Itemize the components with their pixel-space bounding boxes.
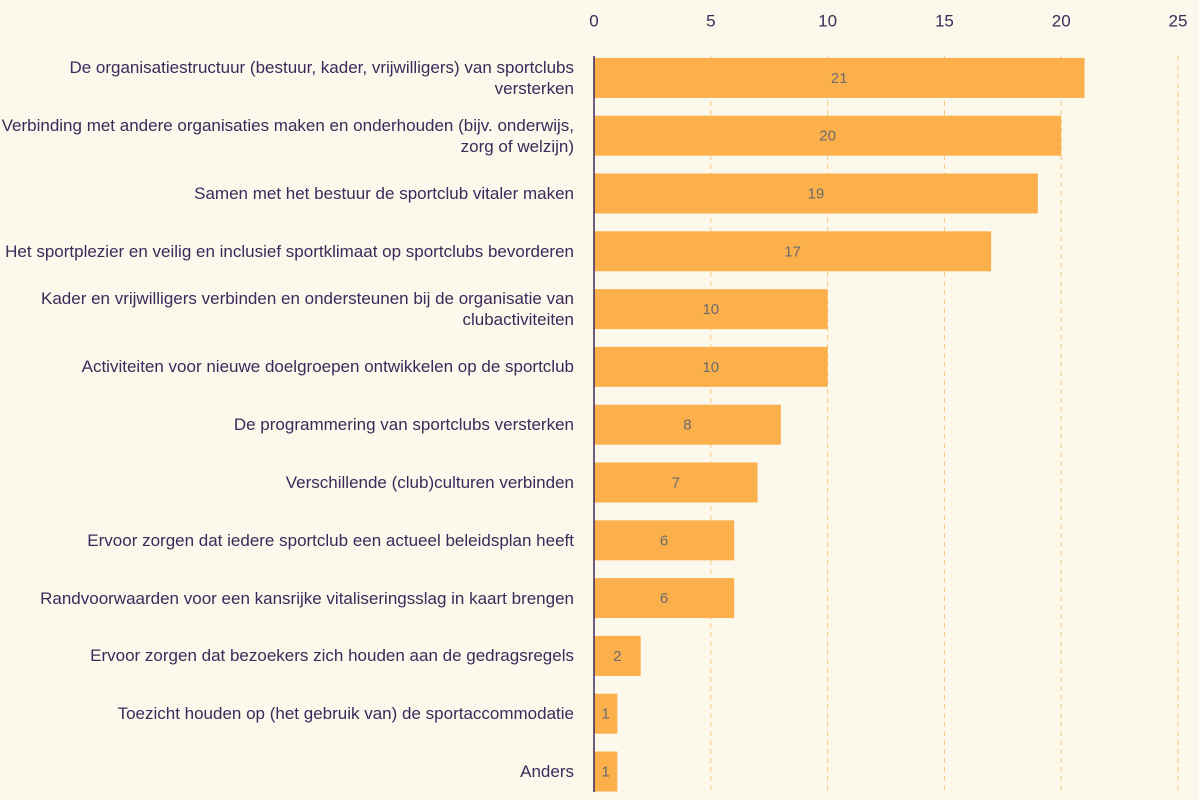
value-label: 1 — [602, 763, 610, 780]
value-label: 21 — [831, 70, 848, 87]
value-label: 17 — [784, 243, 801, 260]
category-label: Toezicht houden op (het gebruik van) de … — [117, 704, 574, 724]
category-label: Anders — [520, 761, 574, 781]
category-label: De programmering van sportclubs versterk… — [233, 415, 574, 435]
category-label: Activiteiten voor nieuwe doelgroepen ont… — [81, 357, 574, 377]
x-tick-label: 25 — [1169, 11, 1188, 30]
x-tick-label: 20 — [1052, 11, 1071, 30]
bar — [594, 404, 781, 445]
value-label: 1 — [602, 706, 610, 723]
category-label: Het sportplezier en veilig en inclusief … — [5, 241, 574, 261]
category-label: Ervoor zorgen dat bezoekers zich houden … — [90, 646, 574, 666]
value-label: 7 — [672, 474, 680, 491]
bar — [594, 57, 1085, 98]
category-label: Ervoor zorgen dat iedere sportclub een a… — [87, 530, 574, 550]
category-label: Verschillende (club)culturen verbinden — [285, 472, 574, 492]
value-label: 10 — [702, 301, 719, 318]
x-tick-label: 5 — [706, 11, 715, 30]
value-label: 6 — [660, 532, 668, 549]
value-label: 6 — [660, 590, 668, 607]
x-tick-label: 0 — [589, 11, 598, 30]
bar — [594, 462, 758, 503]
category-label: Randvoorwaarden voor een kansrijke vital… — [40, 588, 574, 608]
value-label: 10 — [702, 359, 719, 376]
bar — [594, 115, 1062, 156]
category-label: Samen met het bestuur de sportclub vital… — [194, 183, 574, 203]
bar — [594, 693, 618, 734]
bar — [594, 346, 828, 387]
bar — [594, 231, 992, 272]
category-label: De organisatiestructuur (bestuur, kader,… — [69, 57, 574, 98]
bar — [594, 635, 641, 676]
value-label: 20 — [819, 128, 836, 145]
x-tick-label: 15 — [935, 11, 954, 30]
x-tick-label: 10 — [818, 11, 837, 30]
category-label: Verbinding met andere organisaties maken… — [1, 115, 574, 156]
value-label: 8 — [683, 417, 691, 434]
bar — [594, 520, 735, 561]
bar — [594, 289, 828, 330]
value-label: 2 — [613, 648, 621, 665]
category-label: Kader en vrijwilligers verbinden en onde… — [41, 289, 574, 330]
value-label: 19 — [808, 185, 825, 202]
bar — [594, 578, 735, 619]
bar — [594, 173, 1038, 214]
bar — [594, 751, 618, 792]
